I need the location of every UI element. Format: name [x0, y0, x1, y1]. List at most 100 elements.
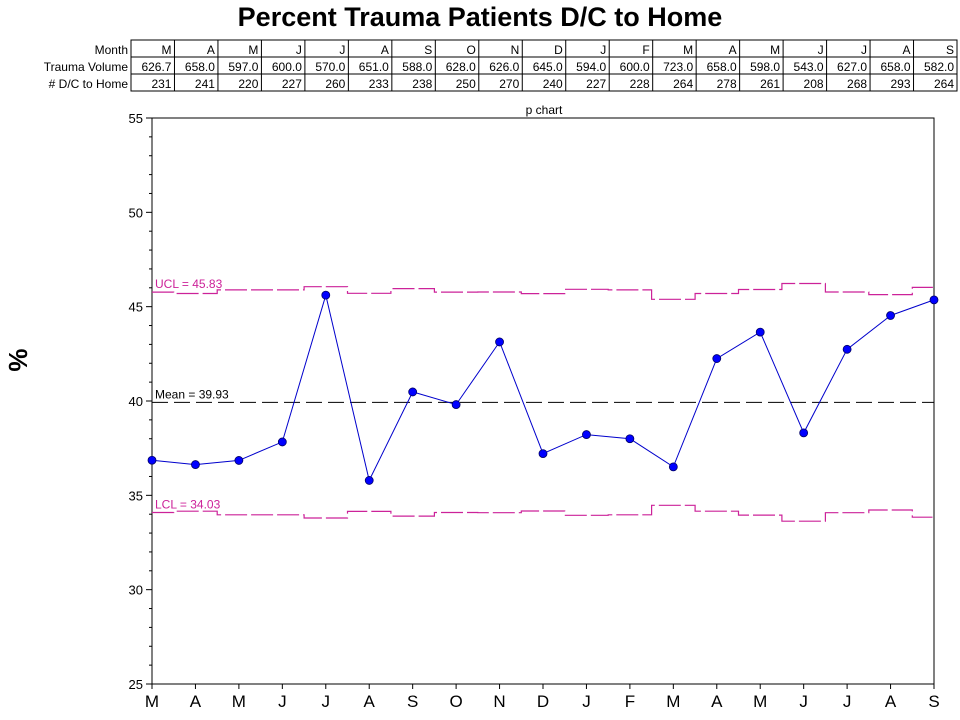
y-tick-label: 40 — [129, 394, 143, 409]
y-tick-label: 50 — [129, 205, 143, 220]
table-cell: 658.0 — [880, 60, 910, 74]
x-tick-label: A — [885, 692, 897, 711]
data-point — [408, 387, 418, 397]
table-cell: 543.0 — [794, 60, 824, 74]
lcl-line — [152, 504, 934, 522]
table-cell: 651.0 — [359, 60, 389, 74]
table-cell: 227 — [586, 77, 606, 91]
table-cell: M — [161, 43, 171, 57]
data-point — [842, 344, 852, 354]
data-point — [625, 434, 635, 444]
x-tick-label: M — [232, 692, 246, 711]
table-cell: 238 — [412, 77, 432, 91]
table-cell: J — [296, 43, 302, 57]
data-point — [886, 311, 895, 320]
table-row-label: Trauma Volume — [44, 60, 129, 74]
table-cell: 626.7 — [141, 60, 171, 74]
table-cell: D — [554, 43, 563, 57]
x-tick-label: J — [278, 692, 287, 711]
data-point — [668, 462, 678, 472]
table-cell: 658.0 — [185, 60, 215, 74]
table-cell: N — [511, 43, 520, 57]
x-tick-label: S — [928, 692, 939, 711]
x-tick-label: A — [364, 692, 376, 711]
plot-area: 25 30 35 40 45 50 55 M A M J J A S O N D J F M A M J J A S UCL = 4… — [129, 111, 940, 711]
x-tick-label: M — [145, 692, 159, 711]
table-cell: 208 — [804, 77, 824, 91]
table-cell: A — [729, 43, 737, 57]
data-point — [712, 354, 722, 363]
x-tick-label: S — [407, 692, 418, 711]
y-tick-label: 55 — [129, 111, 143, 126]
y-tick-label: 45 — [129, 300, 143, 315]
y-tick-label: 30 — [129, 583, 143, 598]
table-cell: 278 — [717, 77, 737, 91]
data-point — [191, 460, 200, 469]
table-cell: 264 — [934, 77, 954, 91]
table-cell: A — [207, 43, 215, 57]
data-table: Month Trauma Volume # D/C to Home M A M J J A S O N… — [44, 39, 958, 92]
x-tick-label: N — [493, 692, 505, 711]
table-row-label: Month — [95, 43, 128, 57]
x-tick-label: J — [799, 692, 808, 711]
table-cell: 240 — [543, 77, 563, 91]
table-cell: J — [861, 43, 867, 57]
table-cell: 227 — [282, 77, 302, 91]
table-cell: 598.0 — [750, 60, 780, 74]
data-point — [234, 456, 244, 465]
table-cell: 250 — [456, 77, 476, 91]
data-point — [755, 327, 765, 337]
y-tick-label: 25 — [129, 677, 143, 692]
table-cell: 600.0 — [272, 60, 302, 74]
table-cell: S — [424, 43, 432, 57]
x-tick-label: D — [537, 692, 549, 711]
data-point — [147, 455, 157, 465]
table-cell: F — [642, 43, 649, 57]
x-tick-label: O — [449, 692, 462, 711]
data-point — [799, 428, 809, 438]
data-point — [495, 337, 504, 347]
table-cell: 220 — [238, 77, 258, 91]
data-point — [929, 295, 939, 305]
table-cell: 570.0 — [315, 60, 345, 74]
table-cell: 241 — [195, 77, 215, 91]
x-tick-label: M — [753, 692, 767, 711]
chart-subtitle: p chart — [526, 103, 563, 117]
data-point — [364, 476, 374, 485]
table-cell: 594.0 — [576, 60, 606, 74]
table-cell: 228 — [630, 77, 650, 91]
data-point — [277, 437, 287, 447]
table-cell: O — [466, 43, 475, 57]
table-cell: 627.0 — [837, 60, 867, 74]
table-row-label: # D/C to Home — [49, 77, 129, 91]
y-tick-label: 35 — [129, 488, 143, 503]
table-cell: 268 — [847, 77, 867, 91]
table-cell: 588.0 — [402, 60, 432, 74]
table-cell: 600.0 — [620, 60, 650, 74]
table-cell: J — [339, 43, 345, 57]
table-cell: A — [903, 43, 911, 57]
table-cell: 582.0 — [924, 60, 954, 74]
chart-title: Percent Trauma Patients D/C to Home — [237, 2, 723, 32]
table-cell: 628.0 — [446, 60, 476, 74]
table-cell: M — [683, 43, 693, 57]
table-border — [130, 39, 958, 92]
table-cell: 260 — [325, 77, 345, 91]
table-cell: 645.0 — [533, 60, 563, 74]
table-cell: 597.0 — [228, 60, 258, 74]
data-point — [538, 449, 548, 459]
table-cell: M — [248, 43, 258, 57]
data-point — [451, 400, 461, 409]
data-point — [582, 430, 591, 439]
table-cell: 261 — [760, 77, 780, 91]
lcl-label: LCL = 34.03 — [155, 498, 221, 512]
mean-label: Mean = 39.93 — [155, 387, 229, 401]
x-tick-label: A — [711, 692, 723, 711]
table-cell: J — [600, 43, 606, 57]
table-cell: 626.0 — [489, 60, 519, 74]
x-tick-label: F — [625, 692, 635, 711]
table-cell: A — [381, 43, 389, 57]
x-tick-label: J — [843, 692, 852, 711]
data-point — [321, 290, 331, 300]
